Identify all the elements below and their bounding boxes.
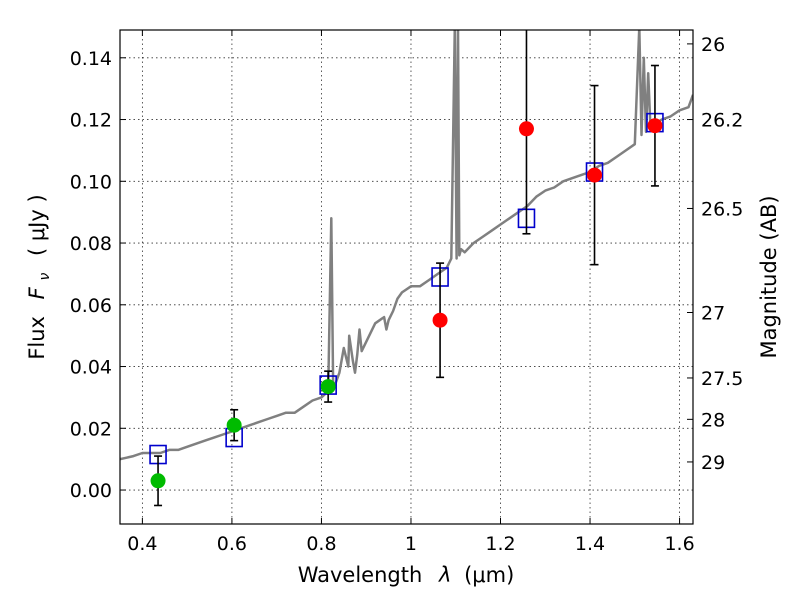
y-tick-label: 0.00: [70, 480, 112, 502]
y-tick-label: 0.12: [70, 110, 112, 132]
detected-flux-point: [226, 417, 242, 433]
y-tick-label: 0.04: [70, 357, 112, 379]
low-sn-flux-point: [587, 167, 603, 183]
low-sn-flux-point: [432, 312, 448, 328]
tick-labels: 0.4 0.6 0.8 1 1.2 1.4 1.6 0.00 0.02 0.04 0.06 0.08 0…: [70, 34, 744, 555]
low-sn-flux-point: [647, 118, 663, 134]
y2-tick-label: 27.5: [701, 368, 743, 390]
y2-tick-label: 26.5: [701, 198, 743, 220]
x-tick-label: 1.6: [664, 533, 694, 555]
y-axis-label-subscript: ν: [37, 273, 53, 281]
detected-flux-point: [150, 473, 166, 489]
y2-tick-label: 26: [701, 34, 725, 56]
y-axis-label-prefix: Flux: [25, 316, 49, 360]
y-tick-label: 0.06: [70, 295, 112, 317]
low-sn-flux-point: [518, 121, 534, 137]
y2-tick-label: 28: [701, 409, 725, 431]
detected-flux-point: [320, 379, 336, 395]
plot-area: [120, 30, 693, 507]
x-tick-label: 0.8: [306, 533, 336, 555]
y-axis-label: Flux F ν ( μJy ): [25, 194, 54, 359]
plot-frame: [119, 29, 694, 525]
y-tick-label: 0.02: [70, 418, 112, 440]
spectrum-line: [120, 30, 693, 461]
y-tick-label: 0.08: [70, 233, 112, 255]
x-tick-label: 0.6: [217, 533, 247, 555]
axes-frame: [119, 29, 694, 525]
x-axis-label-unit: (μm): [464, 563, 514, 587]
x-tick-label: 0.4: [127, 533, 157, 555]
x-tick-label: 1: [405, 533, 417, 555]
y-tick-label: 0.14: [70, 48, 112, 70]
x-axis-label: Wavelength λ (μm): [298, 563, 515, 587]
y-axis-label-symbol: F: [25, 286, 49, 299]
data-layer: [120, 30, 693, 507]
y2-tick-label: 26.2: [701, 110, 743, 132]
x-tick-label: 1.2: [485, 533, 515, 555]
y2-tick-label: 29: [701, 452, 725, 474]
x-axis-label-symbol: λ: [438, 563, 451, 587]
y2-axis-label: Magnitude (AB): [757, 195, 781, 358]
x-axis-label-prefix: Wavelength: [298, 563, 423, 587]
y-tick-label: 0.10: [70, 171, 112, 193]
x-tick-label: 1.4: [575, 533, 605, 555]
grid: [120, 30, 693, 524]
y2-tick-label: 27: [701, 303, 725, 325]
y-axis-label-unit: ( μJy ): [25, 194, 49, 256]
